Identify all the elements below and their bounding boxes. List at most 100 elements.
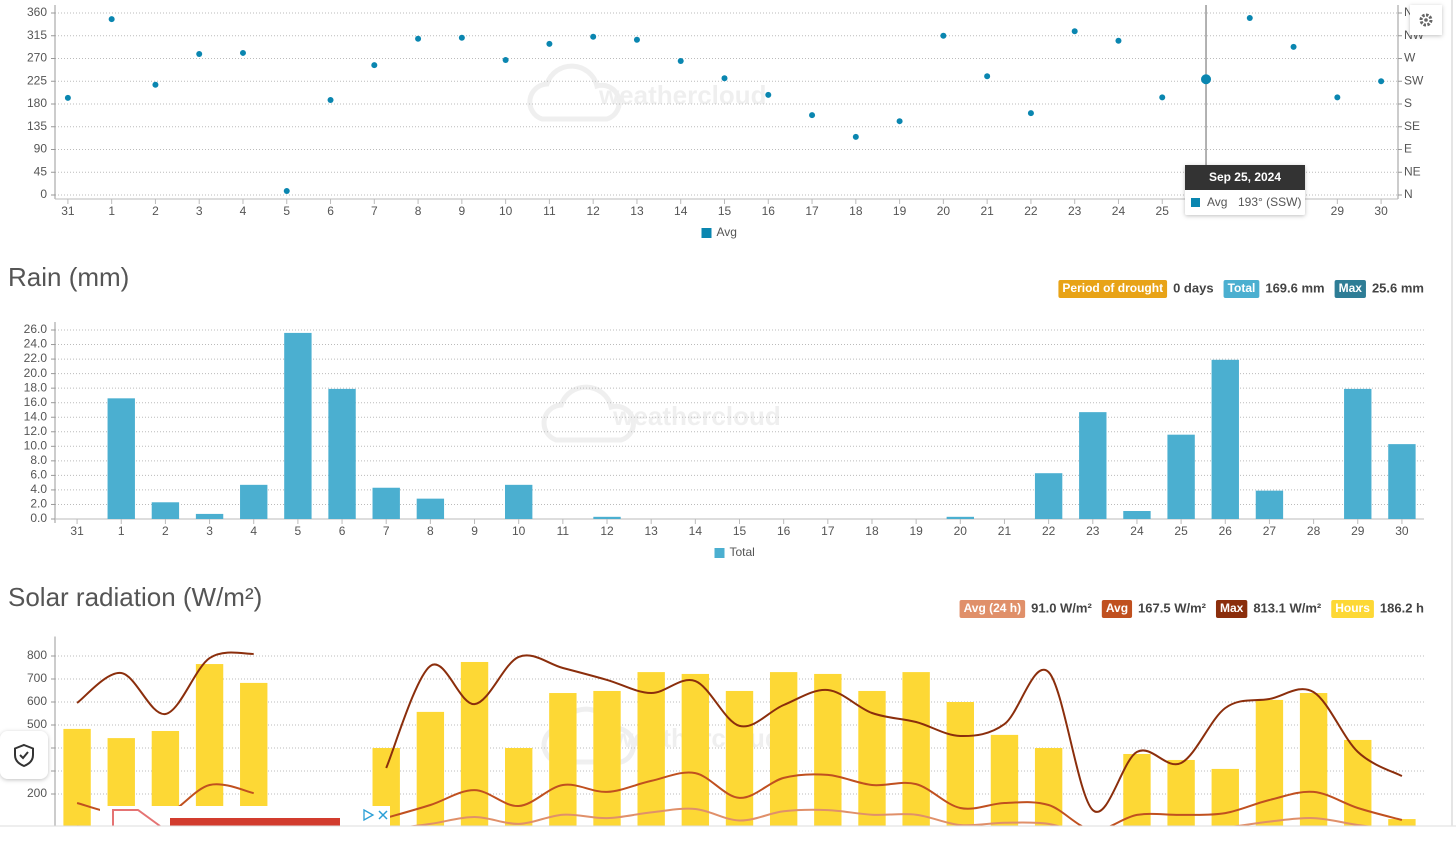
y2-tick-label: N <box>1404 5 1413 19</box>
bar <box>1344 388 1372 519</box>
badge-label: Max <box>1339 281 1363 295</box>
legend-swatch <box>714 548 725 558</box>
x-tick-label: 8 <box>415 204 422 218</box>
point-highlight <box>1201 74 1212 85</box>
badge-value: 0 days <box>1173 280 1213 295</box>
x-tick-label: 6 <box>339 524 346 538</box>
x-tick-label: 13 <box>644 524 658 538</box>
legend-label: Total <box>730 545 755 559</box>
x-tick-label: 14 <box>674 204 688 218</box>
x-tick-label: 1 <box>108 204 115 218</box>
point <box>1115 37 1122 44</box>
point <box>1378 78 1385 85</box>
bar <box>195 513 224 519</box>
x-tick-label: 29 <box>1331 204 1345 218</box>
point <box>590 33 597 40</box>
bar <box>902 672 930 826</box>
line <box>76 651 1403 813</box>
bar <box>372 487 400 519</box>
bar <box>1167 434 1195 519</box>
point <box>809 112 816 119</box>
x-tick-label: 22 <box>1024 204 1038 218</box>
point <box>283 187 290 194</box>
gear-hole <box>1424 18 1428 22</box>
x-tick-label: 7 <box>383 524 390 538</box>
badge-label: Avg (24 h) <box>964 601 1022 615</box>
legend-swatch <box>701 228 712 238</box>
point <box>196 50 203 57</box>
ad-close-icon <box>378 810 388 820</box>
bar <box>1299 693 1328 826</box>
x-tick-label: 16 <box>762 204 776 218</box>
point <box>1334 94 1341 101</box>
bar <box>328 388 356 519</box>
y-tick-label: 270 <box>27 51 47 65</box>
x-tick-label: 17 <box>821 524 835 538</box>
bar <box>725 690 754 826</box>
x-tick-label: 16 <box>777 524 791 538</box>
x-tick-label: 19 <box>909 524 923 538</box>
bar <box>1034 473 1063 519</box>
watermark: weathercloud <box>527 63 767 122</box>
bar <box>240 484 268 519</box>
x-tick-label: 17 <box>805 204 819 218</box>
x-tick-label: 31 <box>70 524 84 538</box>
x-tick-label: 18 <box>849 204 863 218</box>
point <box>1246 15 1253 22</box>
x-tick-label: 29 <box>1351 524 1365 538</box>
bar <box>63 728 91 826</box>
y-tick-label: 26.0 <box>24 322 48 336</box>
badge-label: Avg <box>1106 601 1128 615</box>
x-tick-label: 2 <box>152 204 159 218</box>
badge-box <box>1058 280 1168 298</box>
x-tick-label: 22 <box>1042 524 1056 538</box>
x-tick-label: 20 <box>937 204 951 218</box>
watermark: weathercloud <box>541 384 781 443</box>
bar <box>240 682 268 826</box>
bar <box>1211 768 1239 826</box>
x-tick-label: 27 <box>1263 524 1277 538</box>
y-tick-label: 800 <box>27 648 47 662</box>
point <box>984 73 991 80</box>
x-tick-label: 31 <box>61 204 75 218</box>
y-tick-label: 200 <box>27 786 47 800</box>
bar <box>814 673 842 826</box>
x-tick-label: 12 <box>586 204 600 218</box>
y2-tick-label: N <box>1404 187 1413 201</box>
watermark-cloud <box>541 384 636 443</box>
bar <box>946 516 974 519</box>
bar <box>549 693 577 826</box>
point <box>896 118 903 125</box>
point <box>765 91 772 98</box>
tooltip-header <box>1185 165 1305 190</box>
settings-button[interactable] <box>1410 5 1442 35</box>
x-tick-label: 14 <box>689 524 703 538</box>
point <box>458 34 465 41</box>
point <box>940 32 947 39</box>
ad-choices[interactable] <box>363 808 388 822</box>
y-tick-label: 18.0 <box>24 380 48 394</box>
y-tick-label: 20.0 <box>24 366 48 380</box>
y-tick-label: 14.0 <box>24 409 48 423</box>
bar <box>946 702 974 826</box>
badge-label: Total <box>1228 281 1256 295</box>
point <box>1071 28 1078 35</box>
x-tick-label: 21 <box>980 204 994 218</box>
badge-value: 186.2 h <box>1380 600 1424 615</box>
badge-label: Period of drought <box>1062 281 1163 295</box>
x-tick-label: 23 <box>1086 524 1100 538</box>
bar <box>416 498 445 519</box>
x-tick-label: 15 <box>733 524 747 538</box>
chart: weathercloud0.02.04.06.08.010.012.014.01… <box>24 322 1424 559</box>
bottom-area <box>0 826 1456 841</box>
y-tick-label: 135 <box>27 119 47 133</box>
badge-label: Max <box>1220 601 1244 615</box>
point <box>239 49 246 56</box>
x-tick-label: 12 <box>600 524 614 538</box>
badge-box <box>1215 600 1248 618</box>
privacy-button[interactable] <box>0 731 48 779</box>
point <box>633 36 640 43</box>
x-tick-label: 5 <box>283 204 290 218</box>
y2-tick-label: SE <box>1404 119 1420 133</box>
